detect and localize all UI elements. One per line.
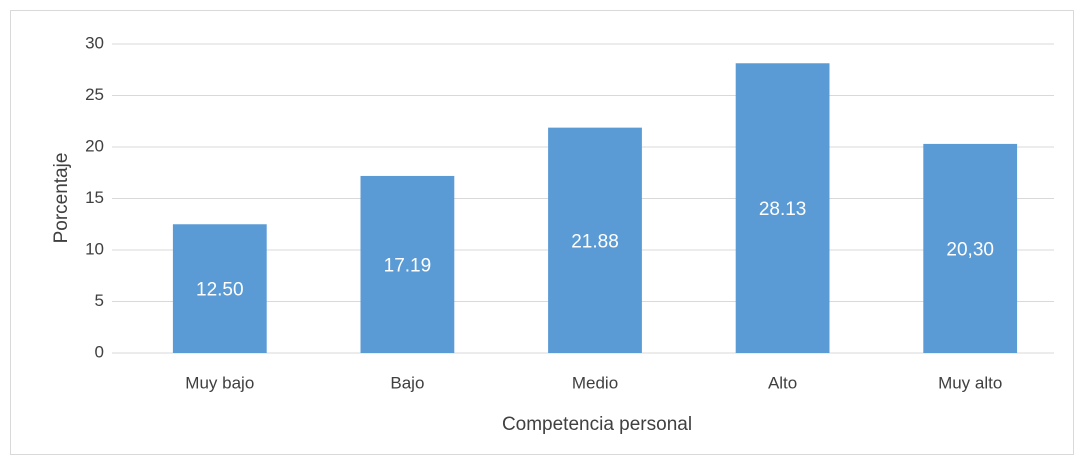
y-tick-label: 0 xyxy=(95,342,104,361)
data-label: 20,30 xyxy=(946,239,994,260)
x-tick-label: Medio xyxy=(572,373,618,392)
bar xyxy=(735,63,830,354)
x-tick-label: Muy bajo xyxy=(185,373,254,392)
x-tick-label: Alto xyxy=(768,373,797,392)
bar xyxy=(172,224,267,353)
y-tick-label: 5 xyxy=(95,291,104,310)
x-tick-label: Bajo xyxy=(390,373,424,392)
bar xyxy=(548,127,642,353)
bar xyxy=(360,175,455,353)
x-axis-title: Competencia personal xyxy=(502,414,692,435)
data-label: 17.19 xyxy=(384,255,432,276)
y-tick-label: 10 xyxy=(85,239,104,258)
y-tick-label: 20 xyxy=(85,136,104,155)
data-label: 28.13 xyxy=(759,199,807,220)
chart-border xyxy=(10,10,1074,455)
y-tick-label: 25 xyxy=(85,85,104,104)
y-axis-title: Porcentaje xyxy=(51,153,72,244)
y-tick-label: 30 xyxy=(85,33,104,52)
data-label: 12.50 xyxy=(196,280,244,301)
y-tick-label: 15 xyxy=(85,188,104,207)
x-tick-label: Muy alto xyxy=(938,373,1002,392)
bar xyxy=(923,143,1018,353)
data-label: 21.88 xyxy=(571,231,619,252)
